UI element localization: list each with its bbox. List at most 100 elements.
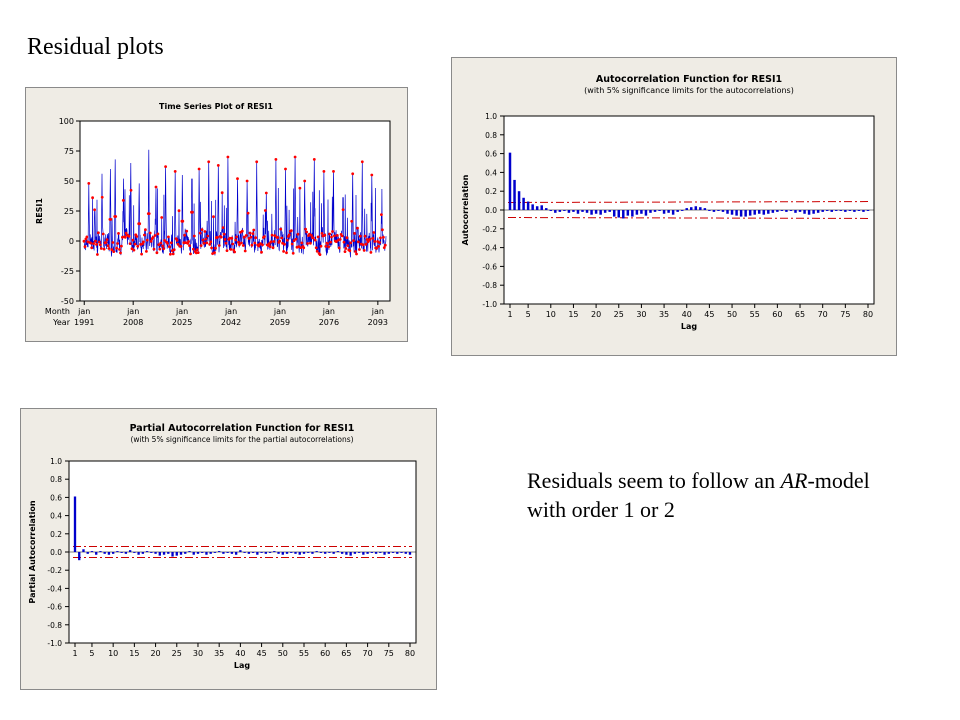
acf-bar bbox=[239, 550, 242, 552]
acf-bar bbox=[150, 552, 153, 553]
acf-bar bbox=[188, 551, 191, 552]
data-point bbox=[326, 242, 330, 245]
acf-bar bbox=[708, 210, 711, 211]
data-point bbox=[203, 230, 207, 233]
data-point bbox=[338, 238, 342, 241]
acf-bar bbox=[807, 210, 811, 215]
y-tick-label: 0.4 bbox=[485, 168, 497, 177]
acf-bar bbox=[590, 210, 593, 215]
acf-bar bbox=[137, 552, 140, 555]
acf-bar bbox=[379, 552, 382, 553]
data-point bbox=[238, 243, 241, 247]
x-tick-label: 80 bbox=[863, 310, 873, 319]
data-point bbox=[292, 239, 296, 243]
acf-bar bbox=[328, 552, 331, 553]
data-point bbox=[334, 240, 338, 244]
y-axis-label: Autocorrelation bbox=[461, 174, 470, 245]
x-tick-month: jan bbox=[224, 307, 237, 316]
acf-bar bbox=[294, 552, 297, 554]
data-point bbox=[314, 246, 318, 250]
data-point bbox=[360, 160, 364, 164]
data-point bbox=[225, 249, 229, 253]
x-tick-label: 10 bbox=[546, 310, 556, 319]
x-tick-label: 40 bbox=[235, 649, 245, 658]
acf-bar bbox=[281, 552, 284, 555]
data-point bbox=[289, 229, 293, 233]
acf-bar bbox=[690, 207, 693, 210]
data-point bbox=[197, 167, 201, 171]
data-point bbox=[148, 231, 152, 235]
acf-bar bbox=[234, 552, 238, 555]
x-tick-year: 2042 bbox=[221, 318, 241, 327]
x-tick-label: 45 bbox=[704, 310, 714, 319]
data-point bbox=[213, 251, 216, 255]
acf-bar bbox=[145, 551, 149, 552]
plot-area bbox=[79, 120, 391, 302]
data-point bbox=[94, 239, 97, 243]
data-point bbox=[324, 245, 328, 248]
x-axis-label: Lag bbox=[681, 322, 697, 331]
data-point bbox=[355, 252, 358, 256]
data-point bbox=[189, 252, 192, 256]
data-point bbox=[85, 235, 89, 239]
data-point bbox=[112, 250, 116, 254]
data-point bbox=[222, 232, 226, 236]
data-point bbox=[179, 245, 183, 248]
acf-bar bbox=[585, 210, 589, 213]
data-point bbox=[364, 242, 368, 246]
data-point bbox=[306, 242, 309, 245]
acf-bar bbox=[603, 210, 607, 213]
data-point bbox=[270, 233, 274, 237]
data-point bbox=[249, 235, 253, 239]
data-point bbox=[260, 250, 263, 254]
data-point bbox=[250, 243, 254, 247]
data-point bbox=[328, 232, 331, 236]
series-line bbox=[83, 149, 387, 258]
data-point bbox=[352, 239, 355, 243]
data-point bbox=[133, 242, 137, 246]
y-tick-label: 0.8 bbox=[485, 131, 497, 140]
pacf-plot: Partial Autocorrelation Function for RES… bbox=[28, 423, 417, 670]
acf-bar bbox=[264, 552, 267, 554]
acf-bar bbox=[226, 552, 229, 553]
acf-bar bbox=[268, 552, 272, 553]
acf-bar bbox=[324, 552, 327, 554]
acf-bar bbox=[112, 552, 115, 554]
data-point bbox=[335, 234, 339, 237]
x-tick-month: jan bbox=[175, 307, 188, 316]
data-point bbox=[357, 240, 360, 244]
data-point bbox=[240, 241, 243, 245]
acf-bar bbox=[513, 179, 516, 210]
x-tick-label: 70 bbox=[818, 310, 828, 319]
data-point bbox=[268, 245, 272, 249]
data-point bbox=[167, 235, 170, 239]
acf-bar bbox=[748, 210, 752, 216]
data-point bbox=[363, 234, 367, 238]
data-point bbox=[111, 241, 115, 244]
y-tick-label: 0.8 bbox=[50, 475, 62, 484]
acf-bar bbox=[835, 210, 838, 211]
x-tick-year: 2093 bbox=[368, 318, 388, 327]
acf-bar bbox=[599, 210, 602, 215]
data-point bbox=[348, 249, 352, 253]
data-point bbox=[380, 213, 383, 216]
acf-bar bbox=[821, 210, 824, 212]
data-point bbox=[252, 228, 256, 232]
y-tick-label: 25 bbox=[64, 207, 74, 216]
data-point bbox=[354, 250, 357, 253]
acf-bar bbox=[256, 552, 259, 555]
acf-bar bbox=[762, 210, 766, 215]
x-row-label-year: Year bbox=[52, 318, 71, 327]
acf-bar bbox=[703, 208, 707, 210]
acf-bar bbox=[857, 210, 861, 211]
acf-bar bbox=[626, 210, 630, 216]
x-tick-label: 75 bbox=[384, 649, 394, 658]
data-point bbox=[118, 248, 121, 251]
y-tick-label: -0.2 bbox=[482, 225, 497, 234]
y-tick-label: -0.4 bbox=[482, 244, 497, 253]
acf-bar bbox=[387, 552, 390, 554]
data-point bbox=[382, 246, 386, 250]
data-point bbox=[208, 243, 212, 246]
acf-bar bbox=[260, 552, 263, 553]
acf-bar bbox=[622, 210, 625, 219]
